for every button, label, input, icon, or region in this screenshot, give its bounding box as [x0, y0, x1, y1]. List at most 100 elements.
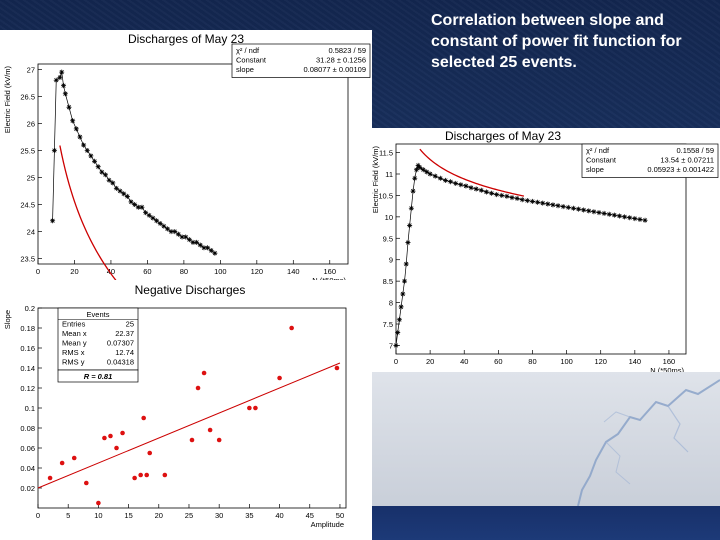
data-point [570, 205, 576, 211]
stats-value: 31.28 ± 0.1256 [316, 56, 366, 65]
data-point [114, 445, 119, 451]
data-point [71, 455, 77, 461]
stats-title: Events [87, 310, 110, 319]
data-point [489, 190, 495, 196]
data-point [468, 185, 474, 191]
x-axis-label: Amplitude [311, 520, 344, 529]
top-field-chart-svg: Discharges of May 23 0 20 40 60 80 100 120 140 16… [3, 32, 371, 280]
data-point [120, 430, 125, 436]
data-point [442, 177, 448, 183]
data-point [622, 214, 628, 220]
data-point [632, 216, 638, 222]
data-point [81, 142, 87, 148]
x-tick-label: 140 [629, 357, 642, 366]
data-point [415, 162, 421, 168]
y-tick-label: 7 [389, 341, 393, 350]
data-point [70, 118, 76, 124]
y-tick-label: 7.5 [383, 320, 393, 329]
y-tick-label: 0.1 [25, 404, 35, 413]
stats-label: Constant [586, 156, 617, 165]
data-point [121, 191, 127, 197]
x-tick-label: 20 [426, 357, 434, 366]
x-tick-label: 45 [306, 511, 314, 520]
data-point [207, 427, 213, 433]
data-point [545, 201, 551, 207]
x-tick-label: 40 [275, 511, 283, 520]
data-point [473, 186, 479, 192]
stats-label: slope [236, 65, 254, 74]
stats-value: 12.74 [115, 348, 134, 357]
data-point [77, 134, 83, 140]
x-tick-label: 40 [107, 267, 115, 276]
fit-line [37, 362, 341, 489]
data-point [139, 204, 145, 210]
data-point [61, 83, 67, 89]
data-point [201, 245, 207, 251]
data-point [424, 169, 430, 175]
stats-label: χ² / ndf [586, 146, 610, 155]
stats-label: RMS y [62, 358, 85, 367]
y-tick-label: 9 [389, 256, 393, 265]
data-point [179, 234, 185, 240]
data-point [398, 304, 404, 310]
y-tick-label: 11.5 [379, 149, 393, 158]
y-tick-label: 26.5 [20, 92, 35, 101]
data-point [110, 180, 116, 186]
data-point [147, 450, 153, 456]
data-point [581, 207, 587, 213]
data-point [478, 187, 484, 193]
stats-value: 0.05923 ± 0.001422 [647, 165, 714, 174]
x-tick-label: 10 [94, 511, 102, 520]
data-point [565, 204, 571, 210]
x-tick-label: 100 [214, 267, 227, 276]
data-point [393, 342, 399, 348]
data-point [73, 126, 79, 132]
x-tick-label: 0 [36, 511, 40, 520]
stats-label: Entries [62, 320, 86, 329]
data-point [102, 172, 108, 178]
data-point [494, 192, 500, 198]
data-point [201, 370, 207, 376]
data-point [154, 218, 160, 224]
stats-label: Constant [236, 56, 267, 65]
data-point [519, 197, 525, 203]
x-tick-label: 80 [528, 357, 536, 366]
data-point [59, 69, 65, 75]
data-point [138, 472, 143, 478]
right-field-chart-svg: Discharges of May 23 0 20 40 60 80 100 120 140 16… [371, 129, 719, 372]
data-point [408, 205, 414, 211]
data-point [57, 75, 63, 81]
data-point [405, 240, 411, 246]
data-point [96, 500, 101, 506]
x-tick-label: 160 [324, 267, 337, 276]
data-point [458, 182, 464, 188]
slope-scatter-chart: Negative Discharges 0 5 10 15 20 25 30 35 40 45 50 0… [0, 280, 372, 540]
data-point [448, 179, 454, 185]
x-tick-label: 0 [394, 357, 398, 366]
data-point [596, 210, 602, 216]
data-point [402, 278, 408, 284]
x-axis-label: N (*50ms) [650, 366, 684, 372]
y-tick-label: 23.5 [20, 255, 35, 264]
data-point [400, 291, 406, 297]
x-tick-label: 140 [287, 267, 300, 276]
data-point [128, 199, 134, 205]
plot-frame [395, 143, 687, 355]
data-point [50, 218, 56, 224]
right-field-chart: Discharges of May 23 0 20 40 60 80 100 120 140 16… [368, 128, 720, 372]
y-tick-label: 0.16 [20, 344, 35, 353]
stats-value: 0.04318 [107, 358, 134, 367]
data-point [606, 211, 612, 217]
data-point [124, 193, 130, 199]
chart-title: Negative Discharges [135, 283, 246, 297]
data-point [616, 213, 622, 219]
data-point [168, 229, 174, 235]
data-point [195, 385, 201, 391]
y-tick-label: 10 [385, 213, 393, 222]
y-axis-label: Electric Field (kV/m) [371, 146, 380, 214]
y-tick-label: 0.14 [20, 364, 35, 373]
data-point [141, 415, 146, 421]
data-point [190, 239, 196, 245]
data-point [514, 195, 520, 201]
y-tick-label: 8 [389, 299, 393, 308]
